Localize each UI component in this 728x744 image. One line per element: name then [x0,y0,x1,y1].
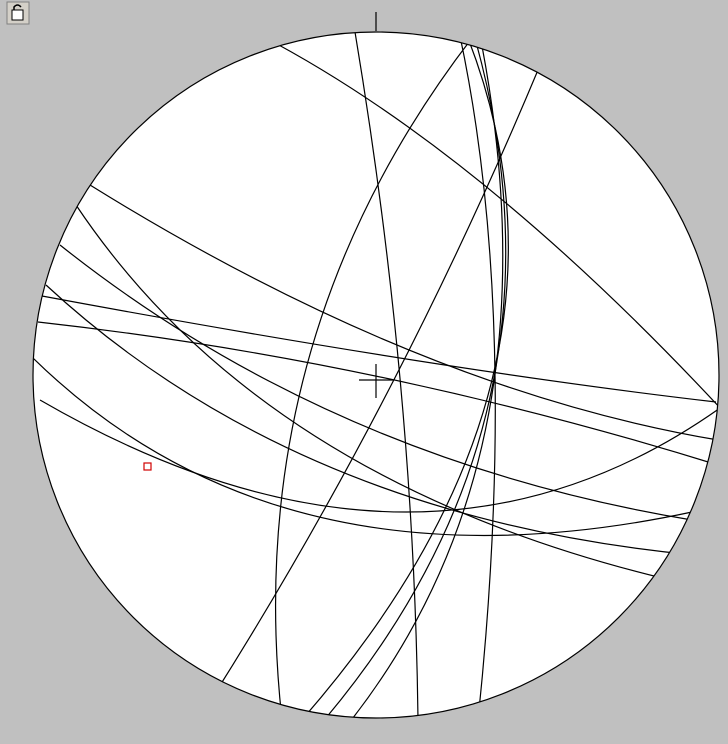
great-circles [33,32,719,718]
great-circle [45,284,706,557]
lock-icon[interactable] [6,1,30,25]
great-circle [41,295,717,403]
great-circle [213,69,539,696]
great-circle [59,244,693,521]
great-circle [344,45,504,718]
icon-body [11,9,24,21]
great-circle [261,35,719,411]
great-circle [37,321,719,466]
icon-shackle [13,4,22,10]
great-circle [459,35,496,718]
great-circle [33,357,693,536]
pole-marker [143,462,152,471]
great-circle [75,204,663,579]
great-circle [39,399,719,513]
great-circle [89,184,719,441]
great-circle [274,37,473,718]
